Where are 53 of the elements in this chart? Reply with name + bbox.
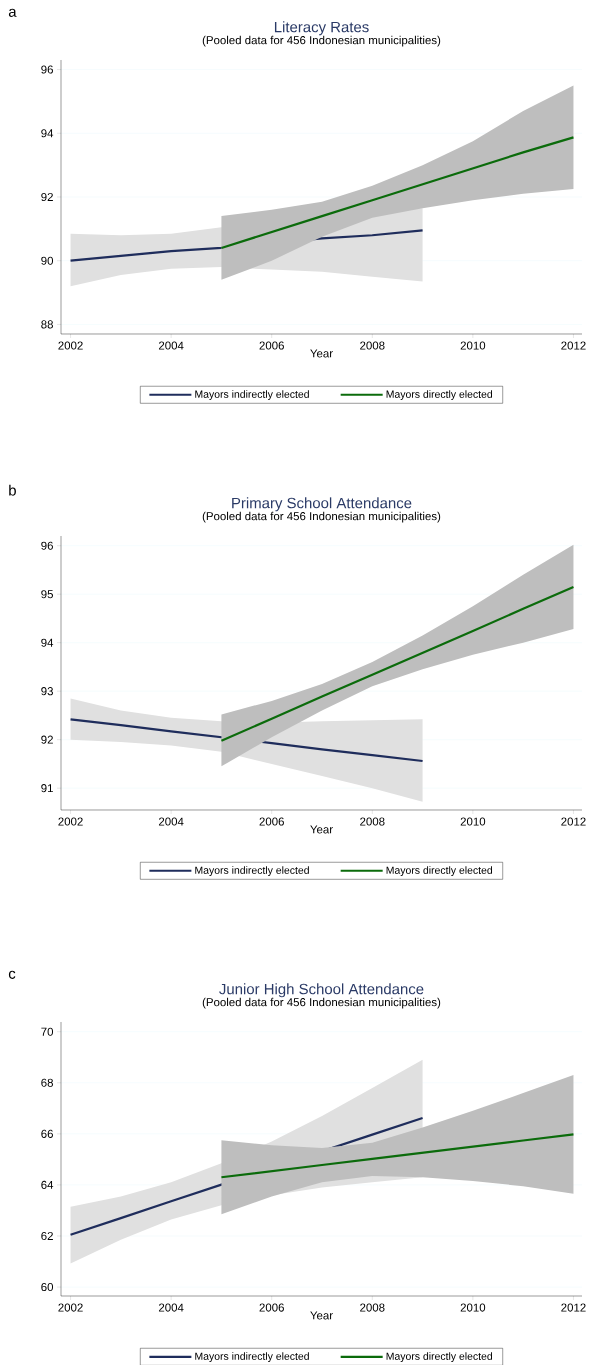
x-tick-label: 2012 <box>561 1303 586 1312</box>
x-tick-label: 2006 <box>259 1303 284 1312</box>
y-tick-label: 92 <box>41 735 53 744</box>
chart-title: Junior High School Attendance <box>219 983 424 998</box>
y-tick-label: 68 <box>41 1078 53 1087</box>
x-axis-title: Year <box>310 349 333 358</box>
y-tick-label: 62 <box>41 1231 53 1241</box>
y-tick-label: 88 <box>41 320 53 329</box>
y-tick-label: 90 <box>41 256 54 265</box>
x-tick-label: 2010 <box>460 341 486 350</box>
y-tick-label: 64 <box>41 1180 54 1189</box>
chart-title: Primary School Attendance <box>232 497 412 512</box>
x-tick-label: 2002 <box>58 1303 83 1312</box>
y-tick-label: 70 <box>41 1027 54 1036</box>
x-tick-label: 2008 <box>360 341 385 350</box>
legend-label: Mayors indirectly elected <box>195 866 309 876</box>
chart-subtitle: (Pooled data for 456 Indonesian municipalities) <box>202 511 441 523</box>
y-tick-label: 91 <box>41 784 53 793</box>
x-tick-label: 2008 <box>360 817 385 826</box>
y-tick-label: 92 <box>41 192 53 202</box>
legend-label: Mayors directly elected <box>386 1352 493 1362</box>
x-tick-label: 2012 <box>561 817 586 826</box>
legend-label: Mayors directly elected <box>386 390 493 400</box>
legend-label: Mayors indirectly elected <box>195 1352 309 1362</box>
y-tick-label: 94 <box>41 638 54 647</box>
text: b <box>9 484 16 496</box>
x-tick-label: 2010 <box>460 1303 486 1312</box>
y-tick-label: 66 <box>41 1129 53 1138</box>
x-axis-title: Year <box>310 1311 333 1320</box>
x-tick-label: 2004 <box>158 1303 184 1312</box>
x-tick-label: 2004 <box>158 817 184 826</box>
x-tick-label: 2006 <box>259 341 284 350</box>
y-tick-label: 93 <box>41 687 53 696</box>
x-tick-label: 2006 <box>259 817 284 826</box>
x-tick-label: 2002 <box>58 341 83 350</box>
x-tick-label: 2010 <box>460 817 486 826</box>
text: c <box>8 970 16 979</box>
legend-label: Mayors directly elected <box>386 866 493 876</box>
x-tick-label: 2004 <box>158 341 184 350</box>
chart-subtitle: (Pooled data for 456 Indonesian municipalities) <box>202 997 441 1009</box>
y-tick-label: 94 <box>41 129 54 138</box>
y-tick-label: 96 <box>41 541 53 550</box>
y-tick-label: 96 <box>41 65 53 74</box>
x-tick-label: 2012 <box>561 341 586 350</box>
x-axis-title: Year <box>310 825 333 834</box>
x-tick-label: 2002 <box>58 817 83 826</box>
x-tick-label: 2008 <box>360 1303 385 1312</box>
y-tick-label: 60 <box>41 1283 54 1292</box>
legend-label: Mayors indirectly elected <box>195 390 309 400</box>
chart-title: Literacy Rates <box>274 21 369 36</box>
chart-subtitle: (Pooled data for 456 Indonesian municipalities) <box>202 35 441 47</box>
text: a <box>8 8 17 17</box>
y-tick-label: 95 <box>41 590 53 599</box>
